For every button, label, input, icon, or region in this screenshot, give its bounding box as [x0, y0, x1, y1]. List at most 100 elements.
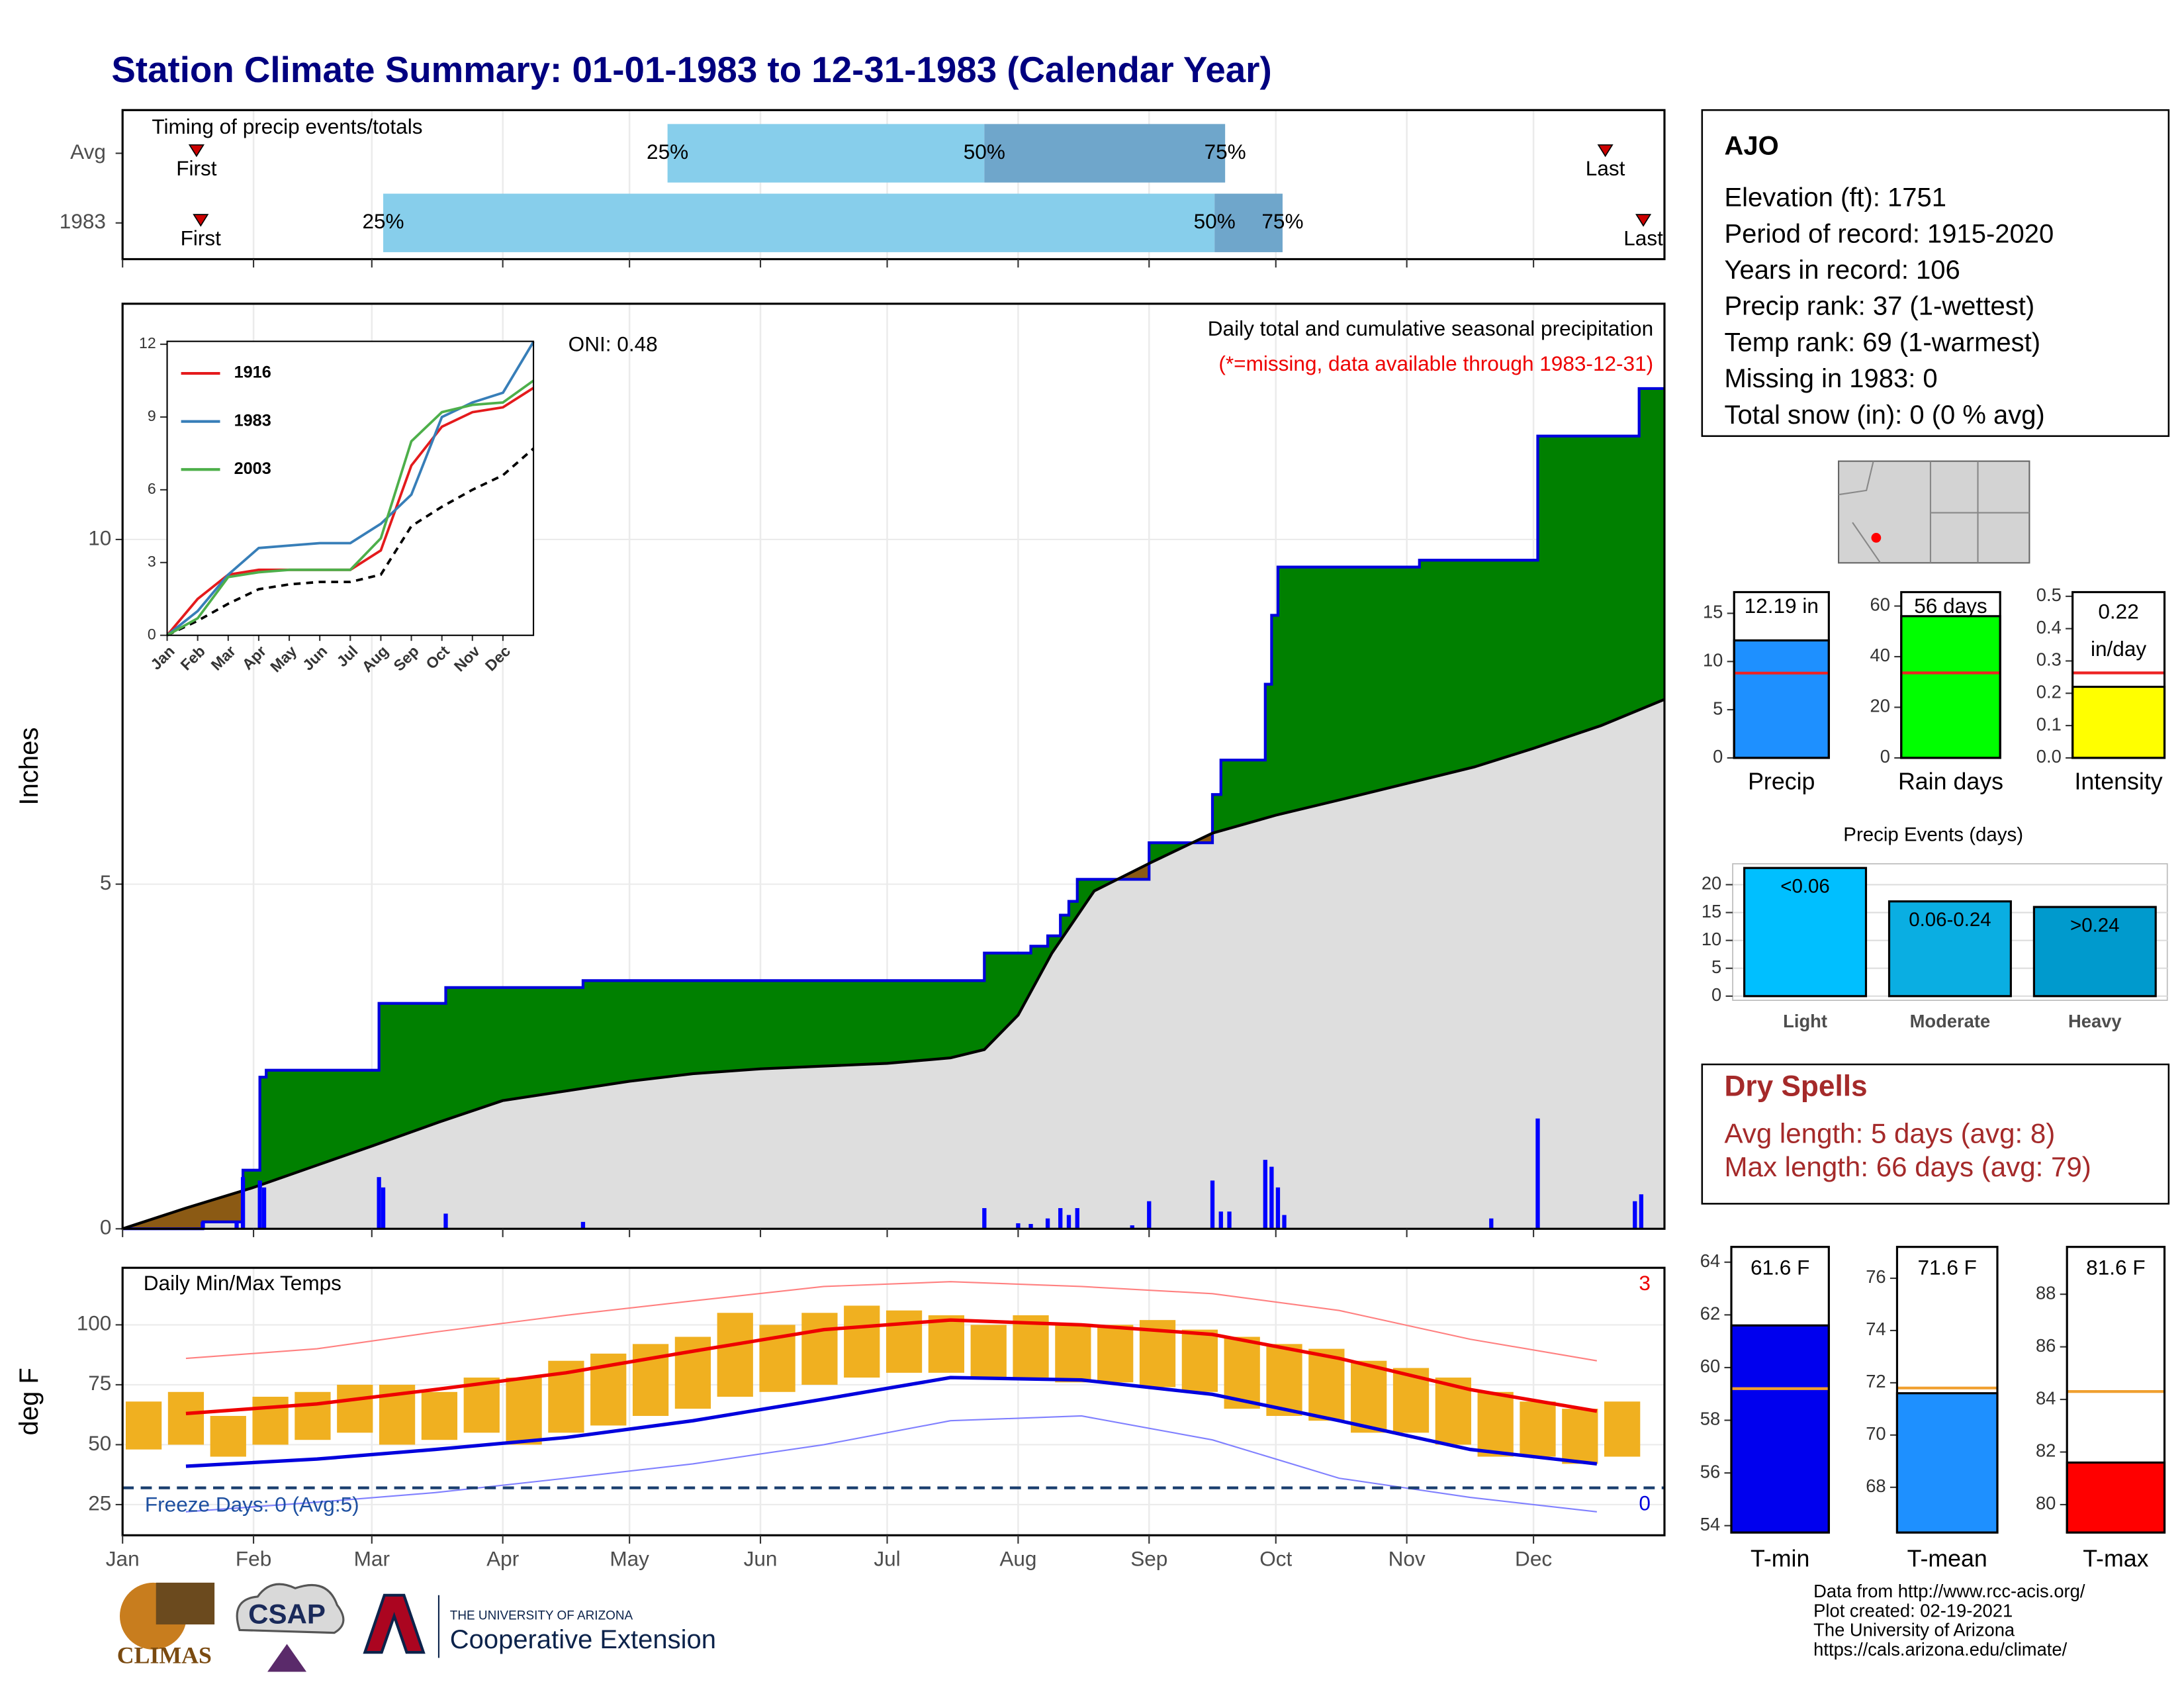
series-line	[166, 379, 535, 637]
event-marker	[1635, 214, 1652, 227]
timing-bar-early	[667, 124, 985, 183]
panel-border	[1900, 590, 2001, 759]
daily-precip-bar	[1282, 1215, 1287, 1229]
chart-timing: 25% 50% 75% First Last 25% 50% 75% First Last Avg 1…	[60, 109, 1666, 268]
y-tick-label: 5	[1711, 957, 1721, 977]
chart-bar: 0.0 0.1 0.2 0.3 0.4 0.5 0.22 in/day Intensity	[2036, 585, 2166, 794]
y-tick-label: 70	[1866, 1423, 1886, 1444]
bar	[1743, 867, 1868, 998]
y-tick-label: 82	[2036, 1440, 2056, 1461]
extension-name: Cooperative Extension	[450, 1625, 716, 1654]
average-line	[122, 698, 1665, 1231]
record-line	[185, 1415, 1597, 1513]
bin-label: >0.24	[2070, 914, 2120, 936]
station-line: Years in record: 106	[1724, 256, 1960, 285]
daily-precip-bar	[982, 1208, 987, 1229]
x-tick-label: Feb	[236, 1547, 271, 1571]
panel-border	[121, 1266, 1666, 1536]
timing-bar-late	[1214, 193, 1283, 252]
station-line: Elevation (ft): 1751	[1724, 183, 1946, 212]
percentile-label: 50%	[964, 140, 1005, 164]
y-tick-label: 86	[2036, 1335, 2056, 1356]
x-tick-label: Sep	[1130, 1547, 1167, 1571]
x-tick-label: May	[610, 1547, 649, 1571]
series-line	[166, 341, 535, 637]
normal-line	[185, 1318, 1598, 1415]
locator-map	[1838, 460, 2030, 564]
daily-precip-bar	[377, 1177, 381, 1229]
daily-precip-bar	[381, 1187, 386, 1229]
y-tick-label: 15	[1703, 602, 1723, 622]
x-tick-label: Apr	[486, 1547, 519, 1571]
daily-temp-range	[125, 1401, 162, 1450]
daily-temp-range	[337, 1384, 373, 1433]
climas-logo: CLIMAS	[117, 1642, 212, 1669]
y-tick-label: 10	[88, 526, 111, 549]
timing-bar-early	[383, 193, 1215, 252]
y-tick-label: 0	[1880, 746, 1890, 767]
category-label: Light	[1783, 1011, 1827, 1031]
panel-border	[1730, 1246, 1830, 1534]
y-tick-label: 0	[1713, 746, 1723, 767]
y-tick-label: 62	[1700, 1303, 1720, 1324]
y-tick-label: 75	[88, 1371, 111, 1395]
y-tick-label: 56	[1700, 1461, 1720, 1481]
y-axis-label: Inches	[15, 727, 44, 806]
x-tick-label: Jul	[874, 1547, 900, 1571]
daily-precip-bar	[1639, 1194, 1644, 1229]
y-tick-label: 9	[148, 407, 156, 424]
daily-precip-bar	[1218, 1211, 1223, 1229]
dry-spells-box: Dry Spells Avg length: 5 days (avg: 8) M…	[1701, 1063, 2170, 1205]
y-tick-label: 0	[1711, 984, 1721, 1005]
y-tick-label: 50	[88, 1431, 111, 1455]
y-tick-label: 0.5	[2036, 585, 2062, 605]
bin-label: 0.06-0.24	[1909, 909, 1991, 931]
panel-title: Daily total and cumulative seasonal prec…	[1208, 316, 1653, 340]
bin-label: <0.06	[1780, 875, 1830, 897]
event-label: First	[176, 156, 217, 180]
value-label: 61.6 F	[1751, 1256, 1809, 1280]
y-tick-label: 64	[1700, 1250, 1720, 1271]
y-tick-label: 0	[148, 626, 156, 643]
daily-precip-bar	[234, 1221, 239, 1229]
freeze-label: Freeze Days: 0 (Avg:5)	[145, 1492, 359, 1516]
bar	[2071, 685, 2166, 759]
daily-precip-bar	[1210, 1180, 1215, 1229]
timing-bar-late	[984, 124, 1226, 183]
station-name: AJO	[1724, 132, 1778, 161]
chart-bar: 0 5 10 15 12.19 in Precip	[1703, 590, 1830, 794]
daily-temp-range	[928, 1315, 965, 1373]
daily-temp-range	[1097, 1325, 1134, 1383]
category-label: T-mean	[1907, 1546, 1987, 1572]
daily-temp-range	[167, 1391, 205, 1445]
chart-area: 0 5 10 Daily total and cumulative seasonal …	[15, 303, 1666, 1239]
logos: CLIMAS CSAP THE UNIVERSITY OF ARIZONA Co…	[117, 1582, 716, 1672]
value-label: 12.19 in	[1745, 594, 1819, 618]
x-tick-label: Jun	[744, 1547, 778, 1571]
y-tick-label: 88	[2036, 1282, 2056, 1303]
daily-temp-range	[886, 1310, 923, 1373]
chart-bar: 54 56 58 60 62 64 61.6 F T-min	[1700, 1246, 1830, 1572]
panel-border	[166, 340, 535, 636]
legend-label: 1916	[234, 363, 271, 382]
credits: Data from http://www.rcc-acis.org/ Plot …	[1813, 1581, 2085, 1660]
y-tick-label: 20	[1702, 873, 1721, 894]
y-tick-label: 5	[100, 870, 112, 894]
daily-precip-bar	[1227, 1211, 1232, 1229]
value-label: 56 days	[1914, 594, 1987, 618]
category-label: T-min	[1751, 1546, 1809, 1572]
csap-mountain	[267, 1644, 307, 1672]
daily-precip-bar	[240, 1177, 246, 1229]
daily-precip-bar	[1045, 1218, 1050, 1229]
daily-temp-range	[801, 1313, 838, 1385]
y-tick-label: 12	[139, 334, 156, 352]
daily-temp-range	[970, 1325, 1007, 1378]
daily-precip-bar	[1263, 1160, 1267, 1229]
chart-bar: 0 5 10 15 20 <0.06 Light 0.06-0.24 Moderate >0.24…	[1702, 824, 2168, 1031]
credit-line: Plot created: 02-19-2021	[1813, 1600, 2013, 1620]
daily-temp-range	[1562, 1409, 1598, 1464]
bar	[1895, 1392, 1999, 1534]
timing-rows: 25% 50% 75% First Last 25% 50% 75% First Last	[122, 110, 1663, 259]
y-tick-label: 58	[1700, 1409, 1720, 1429]
